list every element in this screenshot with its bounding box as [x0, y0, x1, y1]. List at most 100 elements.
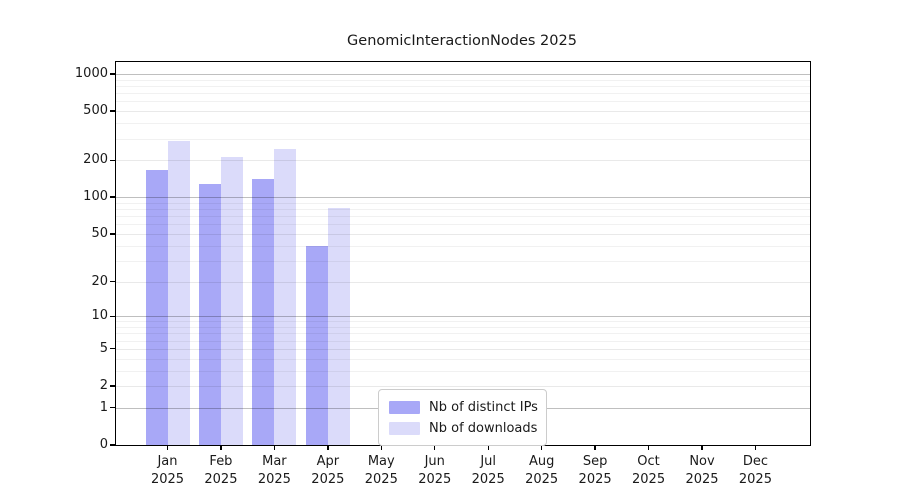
bar-distinct-ips-mar: [252, 178, 275, 445]
legend-label-downloads: Nb of downloads: [429, 421, 538, 436]
x-tick-month: Dec: [742, 454, 769, 469]
y-tick-label-500: 500: [83, 103, 108, 119]
y-tick-label-200: 200: [83, 152, 108, 168]
x-tick-label-mar: Mar 2025: [238, 453, 310, 488]
gridline-400: [116, 123, 810, 125]
gridline-700: [116, 93, 810, 95]
y-tick-mark-500: [110, 110, 116, 112]
chart-title: GenomicInteractionNodes 2025: [347, 33, 577, 49]
y-tick-label-20: 20: [91, 273, 108, 289]
legend-label-distinct-ips: Nb of distinct IPs: [429, 400, 538, 415]
x-tick-month: Sep: [582, 454, 608, 469]
x-tick-month: Jan: [157, 454, 178, 469]
gridline-500: [116, 111, 810, 113]
y-tick-mark-1000: [110, 73, 116, 75]
x-tick-label-oct: Oct 2025: [613, 453, 685, 488]
x-tick-label-apr: Apr 2025: [292, 453, 364, 488]
gridline-900: [116, 79, 810, 81]
x-tick-mark-jan: [166, 445, 169, 450]
x-tick-month: Oct: [637, 454, 660, 469]
x-tick-mark-nov: [701, 445, 703, 450]
x-tick-year: 2025: [578, 471, 612, 487]
x-tick-year: 2025: [685, 471, 719, 487]
x-tick-label-feb: Feb 2025: [185, 453, 257, 488]
gridline-6: [116, 340, 810, 342]
gridline-300: [116, 138, 810, 140]
gridline-9: [116, 321, 810, 323]
x-tick-mark-jun: [434, 445, 436, 450]
x-tick-mark-aug: [540, 445, 543, 450]
x-tick-month: Feb: [209, 454, 233, 469]
x-tick-mark-apr: [327, 445, 329, 450]
x-tick-label-sep: Sep 2025: [559, 453, 631, 488]
bar-downloads-feb: [220, 157, 243, 445]
x-tick-label-nov: Nov 2025: [666, 453, 738, 488]
bar-distinct-ips-feb: [198, 183, 221, 445]
y-tick-label-5: 5: [99, 340, 108, 356]
bar-downloads-mar: [274, 148, 297, 445]
gridline-90: [116, 202, 810, 204]
y-tick-label-1: 1: [99, 399, 108, 415]
x-tick-label-jan: Jan 2025: [132, 453, 204, 488]
x-tick-year: 2025: [418, 471, 452, 487]
gridline-3: [116, 370, 810, 372]
x-tick-year: 2025: [150, 471, 185, 487]
gridline-30: [116, 260, 810, 262]
x-tick-year: 2025: [471, 471, 505, 487]
gridline-2: [116, 386, 810, 387]
y-tick-mark-5: [110, 348, 116, 350]
x-tick-month: Nov: [689, 454, 715, 469]
x-tick-year: 2025: [632, 471, 666, 487]
y-tick-mark-100: [110, 196, 116, 198]
y-tick-label-100: 100: [83, 189, 108, 205]
bar-distinct-ips-jan: [145, 170, 168, 445]
gridline-100: [116, 197, 810, 199]
x-tick-label-dec: Dec 2025: [719, 453, 791, 488]
x-tick-mark-jul: [487, 445, 489, 450]
gridline-8: [116, 327, 810, 328]
x-tick-label-jul: Jul 2025: [452, 453, 524, 488]
y-tick-mark-20: [110, 280, 116, 283]
x-tick-month: May: [367, 454, 395, 469]
x-tick-label-jun: Jun 2025: [399, 453, 471, 488]
legend-item-downloads: Nb of downloads: [389, 418, 538, 439]
gridline-50: [116, 233, 810, 235]
gridline-600: [116, 101, 810, 103]
x-tick-month: Jun: [424, 454, 445, 469]
x-tick-year: 2025: [738, 471, 772, 487]
x-tick-mark-mar: [273, 445, 276, 450]
gridline-10: [116, 316, 810, 318]
legend-swatch-downloads-icon: [389, 422, 420, 435]
y-tick-mark-2: [110, 385, 116, 387]
gridline-200: [116, 160, 810, 162]
x-tick-label-may: May 2025: [345, 453, 417, 488]
y-tick-mark-50: [110, 233, 116, 235]
y-tick-label-50: 50: [91, 225, 108, 241]
y-tick-mark-0: [110, 444, 116, 446]
x-tick-mark-dec: [754, 445, 757, 450]
x-tick-month: Aug: [528, 454, 555, 469]
x-tick-month: Mar: [262, 454, 287, 469]
y-tick-label-2: 2: [99, 378, 108, 393]
x-tick-year: 2025: [204, 471, 238, 487]
legend: Nb of distinct IPs Nb of downloads: [378, 389, 547, 446]
x-tick-month: Jul: [480, 454, 497, 469]
y-tick-mark-10: [110, 315, 116, 317]
x-tick-year: 2025: [311, 471, 345, 487]
axis-ticks-layer: 0 1 2 5 10 20 50 100 200 500 1000 Jan 2025 Feb 2025 Mar…: [75, 62, 810, 487]
gridline-60: [116, 224, 810, 226]
legend-swatch-distinct-ips-icon: [389, 401, 420, 414]
gridline-1000: [116, 73, 810, 75]
x-tick-mark-feb: [220, 445, 222, 450]
y-tick-label-0: 0: [99, 437, 108, 452]
y-tick-label-1000: 1000: [74, 65, 108, 81]
y-tick-mark-1: [110, 407, 116, 409]
x-tick-year: 2025: [525, 471, 559, 487]
bar-downloads-apr: [327, 208, 350, 445]
x-tick-label-aug: Aug 2025: [506, 453, 578, 488]
gridline-5: [116, 348, 810, 350]
gridline-7: [116, 333, 810, 335]
gridline-70: [116, 216, 810, 218]
bar-downloads-jan: [167, 141, 190, 445]
